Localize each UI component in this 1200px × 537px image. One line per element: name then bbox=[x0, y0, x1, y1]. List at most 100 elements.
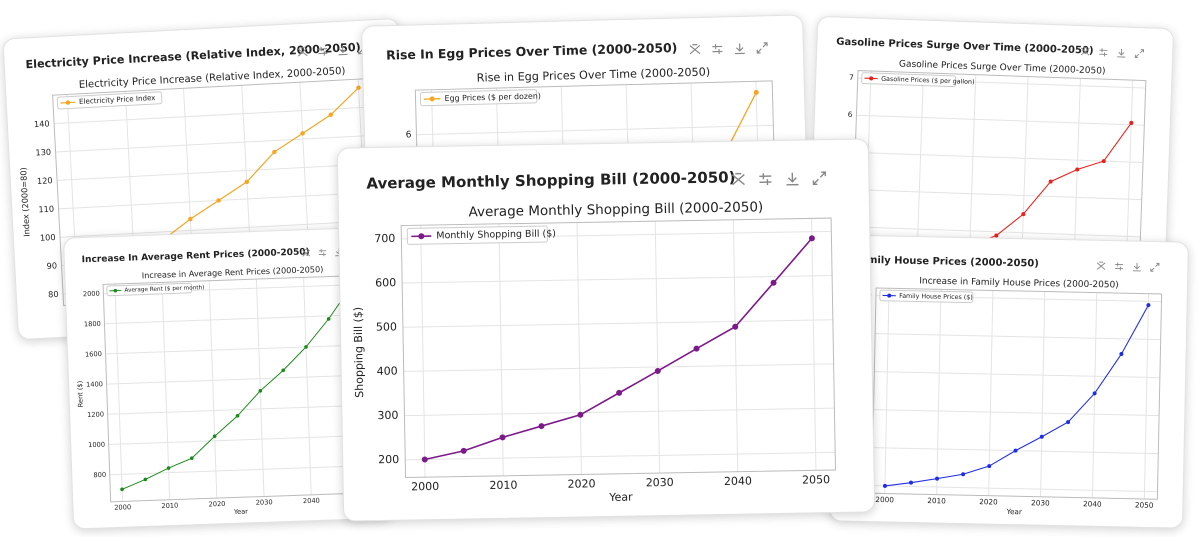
plot-frame bbox=[102, 274, 371, 503]
icon-glyph bbox=[734, 43, 745, 55]
data-point bbox=[421, 456, 428, 463]
data-point bbox=[1075, 167, 1080, 172]
x-tick-label: 2020 bbox=[208, 500, 225, 509]
toolbar-icon[interactable] bbox=[1150, 262, 1160, 272]
icon-glyph bbox=[731, 172, 745, 186]
icon-glyph bbox=[1114, 262, 1124, 271]
data-point bbox=[281, 368, 286, 373]
x-tick-label: 2020 bbox=[979, 497, 998, 506]
data-point bbox=[1066, 420, 1071, 425]
toolbar-icon[interactable] bbox=[759, 173, 772, 186]
data-point bbox=[499, 434, 506, 441]
x-tick-label: 2010 bbox=[489, 479, 517, 492]
toolbar-icon[interactable] bbox=[338, 45, 348, 56]
grid-line bbox=[855, 151, 1144, 163]
toolbar-icon[interactable] bbox=[756, 42, 768, 54]
data-point bbox=[1039, 434, 1044, 439]
y-tick-label: 100 bbox=[40, 232, 56, 243]
grid-line bbox=[403, 363, 834, 372]
data-point bbox=[166, 466, 171, 470]
icon-glyph bbox=[318, 46, 328, 56]
y-tick-label: 1400 bbox=[86, 380, 103, 389]
data-line bbox=[424, 237, 813, 461]
toolbar-icon[interactable] bbox=[1080, 47, 1090, 56]
grid-line bbox=[303, 277, 312, 495]
data-point bbox=[120, 487, 124, 492]
toolbar-icon[interactable] bbox=[786, 172, 799, 186]
legend-box bbox=[406, 225, 548, 245]
grid-line bbox=[654, 221, 661, 474]
y-tick-label: 6 bbox=[406, 130, 412, 140]
y-tick-label: 1600 bbox=[85, 350, 102, 359]
legend-box bbox=[419, 89, 538, 107]
toolbar-icon[interactable] bbox=[689, 44, 701, 55]
grid-line bbox=[107, 404, 368, 415]
legend-label: Gasoline Prices ($ per gallon) bbox=[881, 76, 975, 86]
icon-glyph bbox=[297, 47, 308, 57]
toolbar-icon[interactable] bbox=[812, 171, 827, 186]
icon-glyph bbox=[1134, 49, 1145, 59]
y-tick-label: 700 bbox=[374, 232, 395, 245]
toolbar-icon[interactable] bbox=[318, 249, 327, 257]
grid-line bbox=[811, 218, 817, 471]
grid-line bbox=[853, 189, 1142, 201]
legend-marker bbox=[113, 288, 118, 293]
x-tick-label: 2040 bbox=[303, 497, 320, 506]
data-point bbox=[935, 476, 940, 481]
x-axis-label: Year bbox=[608, 491, 633, 504]
legend-label: Egg Prices ($ per dozen) bbox=[444, 92, 541, 104]
x-tick-label: 2010 bbox=[161, 502, 178, 511]
x-tick-label: 2050 bbox=[1135, 500, 1154, 509]
grid-line bbox=[988, 290, 994, 496]
grid-line bbox=[576, 222, 582, 475]
y-tick-label: 400 bbox=[377, 365, 398, 378]
data-point bbox=[356, 85, 361, 90]
grid-line bbox=[732, 219, 739, 472]
toolbar-icon[interactable] bbox=[1134, 49, 1145, 59]
data-point bbox=[770, 279, 777, 286]
legend-label: Family House Prices ($) bbox=[899, 293, 973, 302]
x-axis-label: Year bbox=[233, 508, 249, 517]
grid-line bbox=[1040, 291, 1046, 497]
toolbar-icon[interactable] bbox=[1117, 48, 1126, 58]
grid-line bbox=[884, 288, 890, 494]
legend-marker bbox=[869, 76, 874, 81]
icon-glyph bbox=[1132, 262, 1141, 272]
grid-line bbox=[109, 465, 370, 476]
data-point bbox=[616, 389, 623, 396]
toolbar-icon[interactable] bbox=[297, 47, 308, 57]
data-point bbox=[808, 235, 815, 242]
plot-title: Rise in Egg Prices Over Time (2000-2050) bbox=[477, 66, 711, 85]
toolbar-icon[interactable] bbox=[1114, 262, 1124, 271]
chart: Average Monthly Shopping Bill (2000-2050… bbox=[352, 168, 836, 504]
icon-glyph bbox=[1096, 261, 1106, 270]
toolbar-icon[interactable] bbox=[1096, 261, 1106, 270]
x-tick-label: 2040 bbox=[724, 474, 752, 487]
data-point bbox=[272, 149, 277, 155]
toolbar-icon[interactable] bbox=[1132, 262, 1141, 272]
legend-marker bbox=[887, 293, 892, 298]
chart-card: Increase In Average Rent Prices (2000-20… bbox=[63, 226, 395, 530]
legend-marker bbox=[418, 233, 425, 240]
toolbar-icon[interactable] bbox=[731, 172, 745, 186]
data-point bbox=[1092, 391, 1097, 396]
y-tick-label: 6 bbox=[848, 110, 853, 119]
data-point bbox=[460, 447, 467, 454]
data-point bbox=[326, 317, 331, 321]
y-tick-label: 200 bbox=[378, 453, 399, 466]
y-tick-label: 1800 bbox=[84, 320, 101, 329]
legend-label: Electricity Price Index bbox=[79, 93, 156, 106]
toolbar-icon[interactable] bbox=[1099, 48, 1108, 57]
data-point bbox=[328, 112, 334, 118]
toolbar-icon[interactable] bbox=[712, 44, 723, 55]
data-point bbox=[212, 434, 217, 439]
grid-line bbox=[114, 284, 123, 502]
grid-line bbox=[104, 314, 364, 325]
y-tick-label: 1000 bbox=[88, 441, 105, 450]
icon-glyph bbox=[1150, 262, 1160, 272]
x-tick-label: 2030 bbox=[646, 476, 674, 489]
toolbar-icon[interactable] bbox=[318, 46, 328, 56]
toolbar-icon[interactable] bbox=[302, 249, 311, 257]
toolbar-icon[interactable] bbox=[734, 43, 745, 55]
data-point bbox=[732, 323, 739, 330]
